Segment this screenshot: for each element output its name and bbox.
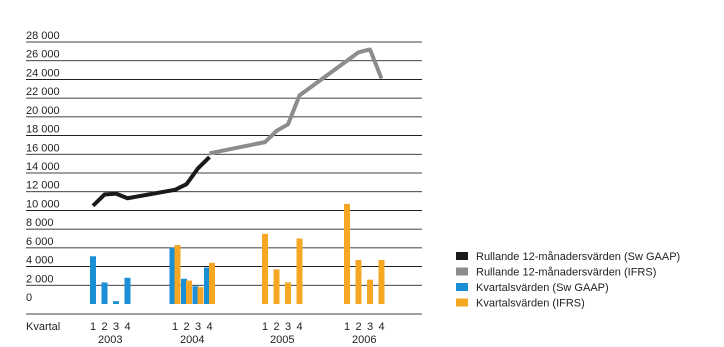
y-tick-label: 24 000: [26, 67, 60, 79]
x-tick-year: 2004: [180, 334, 204, 346]
bar-sw-gaap: [181, 278, 187, 304]
bar-sw-gaap: [113, 301, 119, 304]
line-rolling-sw-gaap: [91, 155, 211, 208]
y-tick-label: 0: [26, 292, 32, 304]
x-tick-quarter: 3: [113, 321, 119, 333]
bar-ifrs: [378, 260, 385, 304]
y-tick-label: 18 000: [26, 124, 60, 136]
y-tick-label: 10 000: [26, 198, 60, 210]
y-tick-label: 28 000: [26, 30, 60, 42]
y-tick-label: 8 000: [26, 217, 54, 229]
x-tick-year: 2005: [270, 334, 294, 346]
legend-label: Rullande 12-månadersvärden (IFRS): [476, 267, 656, 279]
x-tick-quarter: 1: [262, 321, 268, 333]
x-axis-label: Kvartal: [26, 321, 60, 333]
x-tick-quarter: 2: [273, 321, 279, 333]
bar-ifrs: [209, 262, 215, 304]
y-tick-label: 26 000: [26, 49, 60, 61]
y-tick-label: 20 000: [26, 105, 60, 117]
x-tick-year: 2006: [352, 334, 376, 346]
x-tick-quarter: 1: [172, 321, 178, 333]
x-tick-quarter: 4: [206, 321, 212, 333]
x-tick-quarter: 3: [195, 321, 201, 333]
lines: [91, 47, 384, 208]
y-tick-label: 4 000: [26, 255, 54, 267]
bar-ifrs: [367, 279, 373, 304]
y-tick-label: 22 000: [26, 86, 60, 98]
y-tick-label: 14 000: [26, 161, 60, 173]
x-tick-year: 2003: [98, 334, 122, 346]
y-tick-label: 6 000: [26, 236, 54, 248]
x-tick-quarter: 2: [183, 321, 189, 333]
legend-swatch: [456, 298, 468, 307]
x-tick-quarter: 1: [90, 321, 96, 333]
bar-ifrs: [285, 282, 291, 304]
x-tick-quarter: 2: [355, 321, 361, 333]
y-tick-label: 16 000: [26, 142, 60, 154]
y-tick-label: 2 000: [26, 273, 54, 285]
bar-sw-gaap: [192, 286, 199, 304]
x-tick-quarter: 4: [124, 321, 130, 333]
x-tick-quarter: 4: [378, 321, 384, 333]
gridlines: [26, 41, 422, 286]
bar-sw-gaap: [90, 256, 96, 304]
legend-swatch: [456, 252, 468, 260]
legend-label: Kvartalsvärden (IFRS): [476, 298, 585, 310]
x-tick-quarter: 1: [344, 321, 350, 333]
legend-label: Rullande 12-månadersvärden (Sw GAAP): [476, 251, 680, 263]
x-tick-quarter: 4: [296, 321, 302, 333]
legend-swatch: [456, 283, 468, 291]
x-tick-quarter: 3: [367, 321, 373, 333]
bar-sw-gaap: [204, 267, 210, 304]
x-tick-quarter: 2: [101, 321, 107, 333]
bar-sw-gaap: [101, 282, 108, 304]
legend-swatch: [456, 267, 468, 276]
y-tick-label: 12 000: [26, 180, 60, 192]
bars: [90, 203, 385, 304]
bar-sw-gaap: [169, 247, 176, 304]
bar-ifrs: [355, 260, 362, 304]
bar-ifrs: [344, 203, 350, 304]
legend: Rullande 12-månadersvärden (Sw GAAP) Rull…: [456, 251, 680, 310]
bar-ifrs: [273, 269, 280, 304]
legend-label: Kvartalsvärden (Sw GAAP): [476, 282, 609, 294]
bar-ifrs: [174, 245, 181, 304]
bar-ifrs: [197, 287, 204, 304]
y-axis-ticks: 0 2 000 4 000 6 000 8 000 10 000 12 000 14 000 1…: [26, 30, 60, 304]
bar-ifrs: [186, 280, 192, 304]
bar-ifrs: [296, 238, 303, 304]
x-tick-quarter: 3: [285, 321, 291, 333]
line-rolling-ifrs: [209, 47, 384, 156]
bar-ifrs: [262, 233, 268, 304]
bar-sw-gaap: [124, 277, 131, 304]
